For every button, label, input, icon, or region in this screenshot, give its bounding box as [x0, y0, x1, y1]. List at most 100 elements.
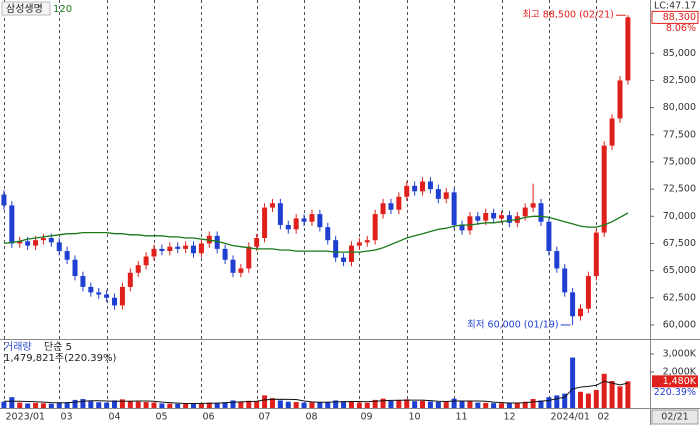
y-tick-label: 62,500 [663, 292, 696, 303]
candle-body [119, 286, 125, 306]
volume-bar [388, 400, 394, 408]
volume-bar [601, 373, 607, 408]
candle-body [333, 240, 339, 258]
candle-body [254, 238, 260, 247]
y-tick-label: 82,500 [663, 75, 696, 86]
candle-body [25, 241, 31, 246]
volume-bar [364, 402, 370, 408]
candle-body [609, 118, 615, 146]
candle-body [230, 259, 236, 273]
candle-body [467, 216, 473, 231]
x-tick-label: 09 [361, 412, 373, 423]
candle-body [341, 257, 347, 262]
volume-bar [80, 398, 86, 408]
volume-bar [198, 403, 204, 408]
volume-bar [538, 400, 544, 408]
candle-body [190, 245, 196, 254]
candle-body [522, 207, 528, 217]
candle-body [372, 214, 378, 241]
volume-bar [151, 402, 157, 408]
candle-body [617, 80, 623, 119]
volume-bar [530, 398, 536, 408]
volume-bar [451, 398, 457, 408]
candle-body [562, 268, 568, 293]
candle-body [538, 203, 544, 222]
candle-body [127, 272, 133, 287]
volume-bar [277, 400, 283, 408]
volume-bar [467, 401, 473, 408]
candle-body [64, 251, 70, 260]
y-tick-label: 60,000 [663, 319, 696, 330]
candle-body [491, 213, 497, 219]
volume-bar [143, 402, 149, 408]
x-tick-label: 04 [109, 412, 121, 423]
volume-bar [309, 402, 315, 408]
last-price-box [651, 10, 699, 24]
y-tick-label: 85,000 [663, 48, 696, 59]
candle-body [183, 245, 189, 249]
volume-bar [190, 403, 196, 408]
volume-bar [238, 401, 244, 408]
volume-bar [475, 402, 481, 408]
candle-body [380, 203, 386, 215]
candle-body [593, 232, 599, 277]
last-volume-change: 220.39% [654, 387, 696, 398]
volume-bar [577, 391, 583, 408]
candle-body [499, 215, 505, 219]
volume-legend: 거래량 [4, 341, 32, 353]
candle-body [96, 292, 102, 295]
candle-body [475, 216, 481, 221]
volume-bar [9, 397, 15, 408]
candle-body [293, 218, 299, 230]
volume-bar [56, 402, 62, 408]
volume-bar [119, 399, 125, 408]
volume-bar [112, 400, 118, 408]
y2-tick-label: 3,000K [663, 348, 697, 359]
last-date: 02/21 [661, 412, 688, 423]
y2-tick-label: 2,000K [663, 366, 697, 377]
volume-bar [88, 401, 94, 408]
candle-body [325, 227, 331, 241]
volume-bar [435, 401, 441, 408]
y-tick-label: 72,500 [663, 184, 696, 195]
candle-body [80, 276, 86, 287]
candle-body [435, 189, 441, 199]
volume-bar [159, 403, 165, 408]
volume-bar [325, 401, 331, 408]
candle-body [104, 294, 110, 298]
y-tick-label: 70,000 [663, 211, 696, 222]
candle-body [570, 292, 576, 317]
candle-body [40, 238, 46, 241]
volume-bar [522, 401, 528, 408]
x-tick-label: 2023/01 [6, 412, 45, 423]
candle-body [277, 203, 283, 225]
volume-bar [206, 402, 212, 408]
volume-bar [356, 402, 362, 408]
candle-body [1, 194, 7, 206]
volume-bar [554, 395, 560, 408]
candle-body [443, 192, 449, 199]
candle-body [262, 207, 268, 239]
volume-bar [483, 402, 489, 408]
volume-bar [64, 402, 70, 408]
candle-body [404, 185, 410, 197]
volume-bar [396, 400, 402, 408]
volume-bar [167, 403, 173, 408]
volume-bar [617, 386, 623, 408]
candle-body [135, 265, 141, 273]
candle-body [427, 181, 433, 190]
volume-bar [1, 401, 7, 408]
volume-bar [499, 403, 505, 408]
candle-body [269, 203, 275, 208]
x-tick-label: 10 [409, 412, 421, 423]
volume-bar [222, 402, 228, 408]
candle-body [530, 203, 536, 208]
candle-body [396, 196, 402, 210]
y-tick-label: 75,000 [663, 156, 696, 167]
last-change: 8.06% [666, 23, 696, 34]
x-tick-label: 08 [306, 412, 318, 423]
candle-body [356, 242, 362, 246]
volume-ma-legend: 단순 5 [44, 341, 72, 353]
volume-bar [491, 403, 497, 408]
